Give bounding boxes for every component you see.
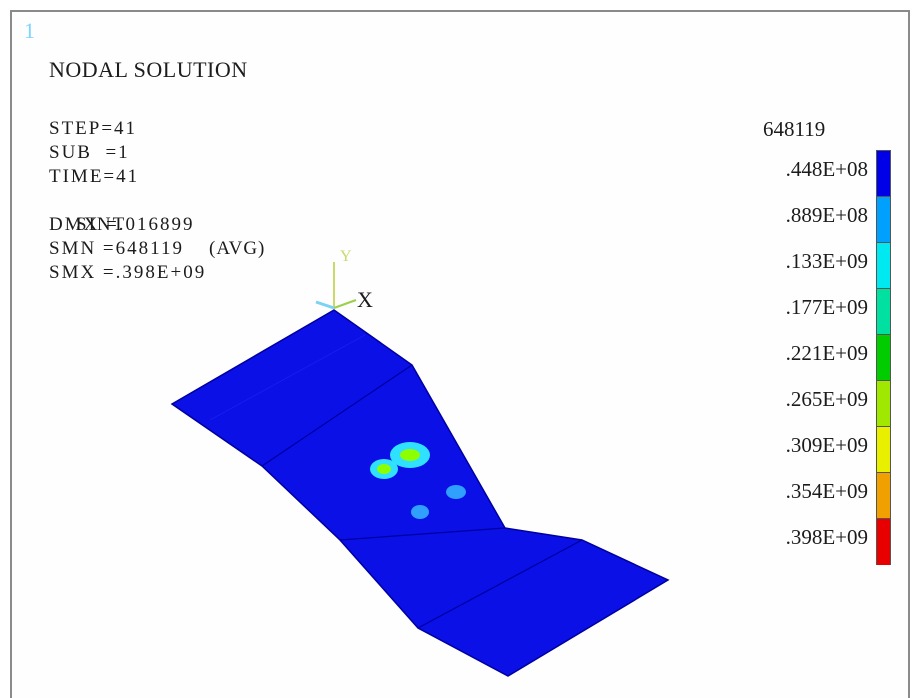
legend-color-band: [876, 288, 891, 335]
legend-level-label: .398E+09: [785, 525, 868, 549]
legend-color-band: [876, 426, 891, 473]
axis-x-label: X: [357, 287, 373, 312]
triad: [315, 262, 357, 310]
plate-surface: [170, 309, 670, 677]
plate-mesh-line: [209, 334, 366, 421]
legend-color-band: [876, 380, 891, 427]
time-readout: TIME=41: [49, 166, 140, 187]
legend-level-label: .221E+09: [785, 341, 868, 365]
result-item-label: SINT: [76, 214, 127, 235]
solution-info-block: STEP=41 SUB =1 TIME=41 SINT (AVG) DMX =.…: [49, 117, 264, 285]
plate-fold-line-2: [339, 527, 506, 541]
legend-level-label: .133E+09: [785, 249, 868, 273]
plate-fold-line-3: [417, 539, 583, 629]
legend-color-band: [876, 518, 891, 565]
plot-title: NODAL SOLUTION: [49, 57, 248, 82]
legend-color-band: [876, 334, 891, 381]
hotspot-1-core: [377, 464, 391, 474]
legend-level-label: .889E+08: [785, 203, 868, 227]
legend-color-band: [876, 196, 891, 243]
triad-z-axis: [315, 300, 335, 310]
smn-readout: SMN =648119: [49, 238, 184, 259]
axis-y-label: Y: [340, 248, 352, 265]
triad-x-axis: [333, 299, 357, 309]
legend-color-band: [876, 472, 891, 519]
step-readout: STEP=41: [49, 118, 138, 139]
legend-level-label: .354E+09: [785, 479, 868, 503]
legend-min-label: 648119: [763, 117, 826, 141]
plate-fold-line-1: [261, 364, 413, 467]
legend-level-label: .177E+09: [785, 295, 868, 319]
hotspot-2-core: [400, 449, 420, 461]
deformed-plate: [170, 309, 670, 677]
averaging-label: (AVG): [209, 238, 266, 259]
hotspot-3: [446, 485, 466, 499]
legend-color-band: [876, 242, 891, 289]
stress-hotspots: [370, 442, 466, 519]
smx-readout: SMX =.398E+09: [49, 262, 207, 283]
legend-level-label: .448E+08: [785, 157, 868, 181]
hotspot-4: [411, 505, 429, 519]
substep-readout: SUB =1: [49, 142, 130, 163]
window-number: 1: [24, 18, 35, 43]
legend-level-label: .309E+09: [785, 433, 868, 457]
result-item-row: SINT (AVG): [49, 189, 264, 259]
legend-level-label: .265E+09: [785, 387, 868, 411]
legend-color-band: [876, 150, 891, 197]
dmx-readout: DMX =.016899: [49, 214, 195, 235]
